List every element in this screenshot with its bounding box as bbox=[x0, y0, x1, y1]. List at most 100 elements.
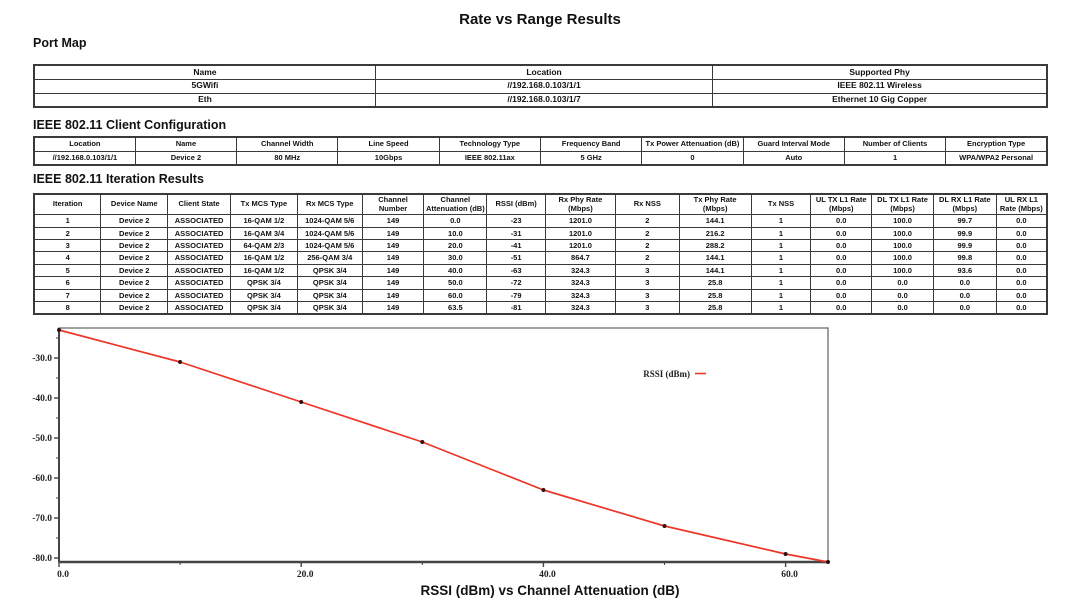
rssi-vs-attenuation-chart: -30.0 -40.0 -50.0 -60.0 -70.0 -80.0 0.0 20.0 40.… bbox=[32, 327, 830, 580]
cell: 40.0 bbox=[423, 263, 488, 278]
column-header: Client State bbox=[167, 193, 231, 216]
cell: 149 bbox=[361, 288, 425, 303]
cell: 60.0 bbox=[423, 288, 488, 303]
cell: 16-QAM 1/2 bbox=[229, 251, 298, 265]
cell: 324.3 bbox=[544, 288, 616, 303]
column-header: Rx Phy Rate (Mbps) bbox=[544, 193, 616, 216]
cell: Device 2 bbox=[134, 150, 238, 166]
cell: Device 2 bbox=[100, 276, 169, 290]
cell: Device 2 bbox=[100, 226, 169, 241]
y-tick-label: -70.0 bbox=[32, 514, 52, 524]
cell: 149 bbox=[361, 239, 425, 253]
cell: -81 bbox=[486, 300, 546, 315]
iteration-results-table: Iteration Device Name Client State Tx MCS T… bbox=[33, 193, 1048, 315]
cell: 99.9 bbox=[932, 226, 997, 241]
column-header: Number of Clients bbox=[843, 136, 947, 152]
cell: 0.0 bbox=[995, 226, 1048, 241]
cell: 80 MHz bbox=[236, 150, 339, 166]
cell: 99.7 bbox=[932, 214, 997, 228]
table-row: 5 Device 2 ASSOCIATED 16-QAM 1/2 QPSK 3/4 149… bbox=[33, 263, 1048, 278]
cell: 3 bbox=[614, 263, 680, 278]
cell: 2 bbox=[614, 239, 680, 253]
cell: Device 2 bbox=[100, 239, 169, 253]
cell: 0 bbox=[641, 150, 744, 166]
column-header: Rx NSS bbox=[614, 193, 680, 216]
cell: 0.0 bbox=[810, 239, 873, 253]
column-header: UL TX L1 Rate (Mbps) bbox=[810, 193, 873, 216]
cell: 0.0 bbox=[995, 300, 1048, 315]
column-header: DL TX L1 Rate (Mbps) bbox=[871, 193, 934, 216]
data-point bbox=[299, 400, 304, 404]
cell: 149 bbox=[361, 214, 425, 228]
cell: QPSK 3/4 bbox=[296, 263, 363, 278]
cell: 1 bbox=[750, 239, 812, 253]
client-config-table: Location Name Channel Width Line Speed Techn… bbox=[33, 136, 1048, 166]
plot-frame bbox=[58, 327, 829, 564]
data-point bbox=[826, 560, 830, 564]
chart-caption: RSSI (dBm) vs Channel Attenuation (dB) bbox=[420, 583, 680, 598]
cell: 2 bbox=[614, 214, 680, 228]
cell: ASSOCIATED bbox=[167, 276, 231, 290]
cell: 149 bbox=[361, 226, 425, 241]
cell: 0.0 bbox=[995, 263, 1048, 278]
cell: 10.0 bbox=[423, 226, 488, 241]
cell: 149 bbox=[361, 263, 425, 278]
header-row: Location Name Channel Width Line Speed Techn… bbox=[33, 136, 1048, 152]
x-tick-label: 20.0 bbox=[297, 570, 314, 580]
cell: 324.3 bbox=[544, 276, 616, 290]
cell: 50.0 bbox=[423, 276, 488, 290]
cell: 93.6 bbox=[932, 263, 997, 278]
cell: 1 bbox=[750, 263, 812, 278]
data-point bbox=[783, 552, 788, 556]
cell: Device 2 bbox=[100, 214, 169, 228]
cell: 144.1 bbox=[678, 251, 752, 265]
cell: 1024-QAM 5/6 bbox=[296, 226, 363, 241]
column-header: DL RX L1 Rate (Mbps) bbox=[932, 193, 997, 216]
cell: 0.0 bbox=[995, 251, 1048, 265]
header-row: Name Location Supported Phy bbox=[33, 64, 1048, 80]
cell: 324.3 bbox=[544, 263, 616, 278]
data-series-rssi bbox=[57, 328, 830, 564]
cell: 63.5 bbox=[423, 300, 488, 315]
cell: 100.0 bbox=[871, 251, 934, 265]
cell: 1201.0 bbox=[544, 214, 616, 228]
cell: ASSOCIATED bbox=[167, 251, 231, 265]
cell: 0.0 bbox=[995, 214, 1048, 228]
chart-legend: RSSI (dBm) bbox=[643, 369, 706, 379]
column-header: Frequency Band bbox=[539, 136, 643, 152]
cell: 1024-QAM 5/6 bbox=[296, 239, 363, 253]
cell: 1201.0 bbox=[544, 239, 616, 253]
client-config-table-container: Location Name Channel Width Line Speed Techn… bbox=[33, 136, 1048, 166]
cell: QPSK 3/4 bbox=[229, 288, 298, 303]
cell: -63 bbox=[486, 263, 546, 278]
cell: 5 bbox=[33, 263, 102, 278]
table-row: //192.168.0.103/1/1 Device 2 80 MHz 10Gbps I… bbox=[33, 150, 1048, 166]
cell: 99.9 bbox=[932, 239, 997, 253]
column-header: Device Name bbox=[100, 193, 169, 216]
table-row: 5GWifi//192.168.0.103/1/1 IEEE 802.11 Wir… bbox=[33, 78, 1048, 94]
cell: 100.0 bbox=[871, 239, 934, 253]
cell: QPSK 3/4 bbox=[296, 300, 363, 315]
cell: 144.1 bbox=[678, 214, 752, 228]
column-header: Supported Phy bbox=[712, 64, 1048, 80]
cell: ASSOCIATED bbox=[167, 288, 231, 303]
column-header: Tx Power Attenuation (dB) bbox=[641, 136, 744, 152]
cell: 1 bbox=[750, 288, 812, 303]
cell: 1 bbox=[750, 251, 812, 265]
cell: 6 bbox=[33, 276, 102, 290]
cell: 16-QAM 1/2 bbox=[229, 263, 298, 278]
cell: Ethernet 10 Gig Copper bbox=[712, 92, 1048, 108]
column-header: Channel Attenuation (dB) bbox=[423, 193, 488, 216]
cell: 1024-QAM 5/6 bbox=[296, 214, 363, 228]
cell: 1 bbox=[843, 150, 947, 166]
cell: 324.3 bbox=[544, 300, 616, 315]
column-header: Guard Interval Mode bbox=[742, 136, 845, 152]
y-tick-label: -60.0 bbox=[32, 474, 52, 484]
table-row: 7 Device 2 ASSOCIATED QPSK 3/4 QPSK 3/4 149 60… bbox=[33, 288, 1048, 303]
column-header: Channel Width bbox=[236, 136, 339, 152]
column-header: RSSI (dBm) bbox=[486, 193, 546, 216]
table-row: 6 Device 2 ASSOCIATED QPSK 3/4 QPSK 3/4 149 50… bbox=[33, 276, 1048, 290]
cell: -23 bbox=[486, 214, 546, 228]
cell: QPSK 3/4 bbox=[229, 300, 298, 315]
